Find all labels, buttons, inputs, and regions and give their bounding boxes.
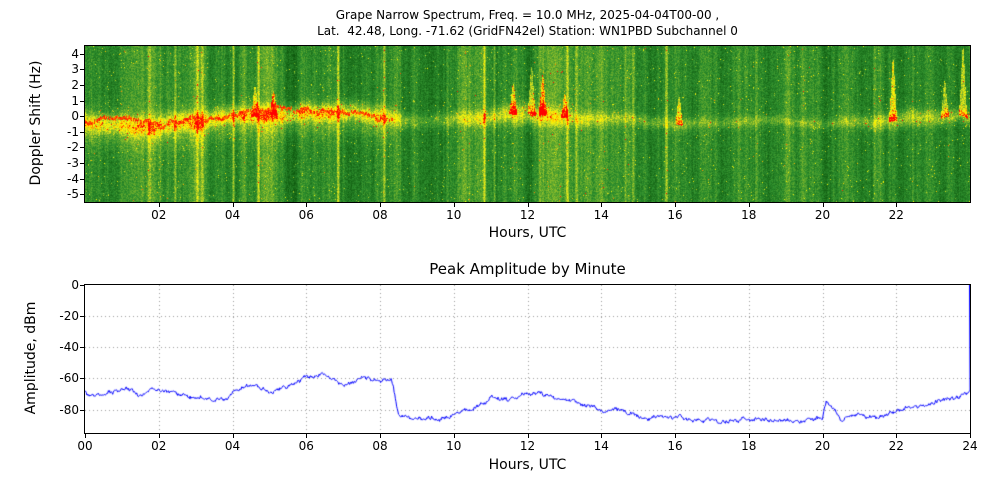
spectrogram-x-tick-label: 14 [593,208,609,222]
spectrogram-y-tick-mark [80,100,84,102]
spectrogram-y-tick-label: -4 [67,171,79,186]
amplitude-x-tick-label: 08 [372,439,388,453]
amplitude-x-tick-mark [85,434,86,438]
spectrogram-x-tick-label: 12 [519,208,536,222]
spectrogram-x-tick-label: 02 [151,208,167,222]
spectrogram-y-tick-label: 0 [71,109,79,124]
spectrogram-xlabel: Hours, UTC [488,225,567,241]
amplitude-title: Peak Amplitude by Minute [429,260,626,278]
spectrogram-y-tick-label: -2 [67,140,79,155]
spectrogram-x-tick-label: 18 [741,208,757,222]
spectrogram-title: Grape Narrow Spectrum, Freq. = 10.0 MHz,… [85,7,970,39]
amplitude-x-tick-mark [601,434,603,438]
spectrogram-x-tick-label: 10 [446,208,462,222]
spectrogram-title-line1: Grape Narrow Spectrum, Freq. = 10.0 MHz,… [335,8,720,22]
spectrogram-y-tick-mark [80,147,84,149]
spectrogram-x-tick-label: 20 [814,208,831,222]
amplitude-x-tick-mark [527,434,529,438]
spectrogram-y-tick-mark [80,85,84,86]
spectrogram-x-tick-label: 04 [224,208,241,222]
amplitude-x-tick-mark [306,434,308,438]
amplitude-x-tick-mark [970,434,971,438]
amplitude-x-tick-mark [822,434,824,438]
amplitude-y-tick-mark [80,378,84,380]
amplitude-y-tick-label: -20 [59,309,79,324]
amplitude-x-tick-label: 04 [224,439,241,453]
spectrogram-y-tick-mark [80,116,84,118]
amplitude-y-tick-mark [80,409,84,411]
spectrogram-y-tick-mark [80,163,84,164]
spectrogram-x-tick-label: 22 [888,208,904,222]
spectrogram-x-tick-mark [232,203,234,207]
spectrogram-x-tick-mark [527,203,529,207]
amplitude-x-tick-mark [675,434,676,438]
amplitude-x-tick-mark [380,434,381,438]
amplitude-x-tick-label: 16 [667,439,683,453]
spectrogram-title-line2: Lat. 42.48, Long. -71.62 (GridFN42el) St… [317,24,738,38]
spectrogram-y-tick-label: 3 [71,62,79,77]
spectrogram-x-tick-mark [601,203,603,207]
spectrogram-x-tick-mark [896,203,898,207]
spectrogram-x-tick-label: 08 [372,208,388,222]
amplitude-x-tick-mark [896,434,898,438]
amplitude-line-canvas [84,284,971,434]
amplitude-y-tick-label: -40 [59,340,79,355]
spectrogram-y-tick-label: 1 [71,93,79,108]
spectrogram-y-tick-label: 4 [71,46,79,61]
spectrogram-y-tick-label: -1 [67,124,79,139]
spectrogram-x-tick-label: 06 [298,208,314,222]
amplitude-x-tick-label: 12 [519,439,536,453]
spectrogram-y-tick-label: -3 [67,156,79,170]
spectrogram-x-tick-mark [453,203,455,207]
spectrogram-x-tick-mark [158,203,160,207]
amplitude-x-tick-mark [158,434,160,438]
amplitude-y-tick-mark [80,316,84,318]
amplitude-x-tick-label: 18 [741,439,757,453]
spectrogram-x-tick-mark [380,203,381,207]
amplitude-x-tick-label: 06 [298,439,314,453]
amplitude-x-tick-label: 10 [446,439,462,453]
spectrogram-x-tick-mark [306,203,308,207]
spectrogram-y-tick-mark [80,53,84,55]
spectrogram-y-tick-mark [80,69,84,71]
amplitude-x-tick-label: 22 [888,439,904,453]
amplitude-y-tick-label: 0 [71,278,79,292]
amplitude-x-tick-label: 00 [77,439,93,453]
amplitude-y-tick-label: -80 [59,402,79,417]
spectrogram-x-tick-label: 16 [667,208,683,222]
spectrogram-x-tick-mark [748,203,750,207]
spectrogram-heatmap-canvas [84,45,971,203]
amplitude-x-tick-label: 24 [962,439,978,453]
amplitude-y-tick-label: -60 [59,371,79,386]
spectrogram-y-tick-label: -5 [67,187,79,202]
amplitude-xlabel: Hours, UTC [488,457,567,473]
spectrogram-y-tick-mark [80,194,84,196]
amplitude-x-tick-label: 02 [151,439,167,453]
amplitude-x-tick-label: 20 [814,439,831,453]
amplitude-y-tick-mark [80,347,84,349]
amplitude-x-tick-mark [453,434,455,438]
spectrogram-y-tick-mark [80,178,84,180]
spectrogram-x-tick-mark [822,203,824,207]
spectrogram-y-tick-label: 2 [71,78,79,92]
amplitude-x-tick-mark [232,434,234,438]
spectrogram-y-tick-mark [80,131,84,133]
amplitude-y-tick-mark [80,285,84,286]
amplitude-x-tick-mark [748,434,750,438]
amplitude-x-tick-label: 14 [593,439,609,453]
spectrogram-x-tick-mark [675,203,676,207]
